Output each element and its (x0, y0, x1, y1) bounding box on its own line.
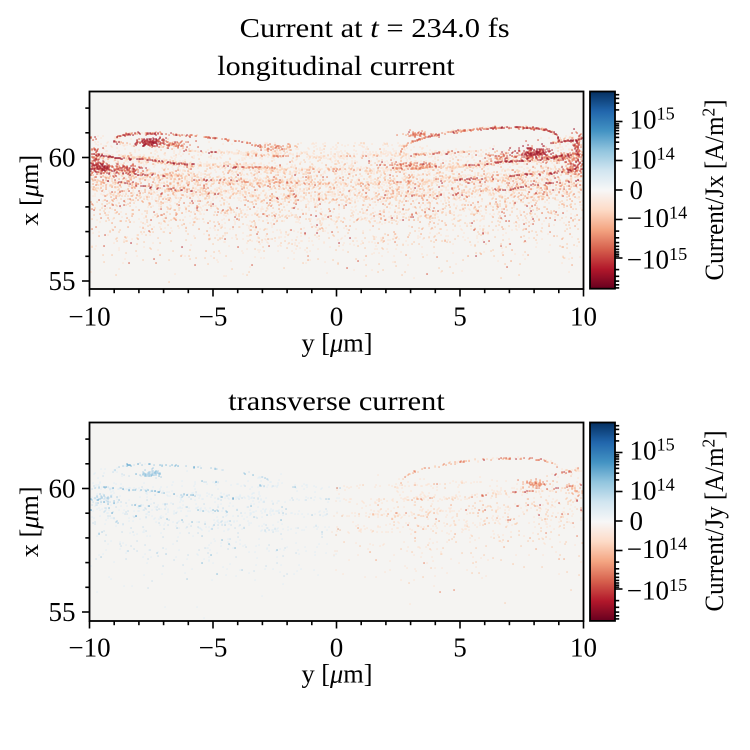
svg-text:10: 10 (570, 301, 597, 331)
svg-text:1015: 1015 (630, 104, 675, 135)
svg-text:longitudinal current: longitudinal current (217, 51, 455, 81)
svg-text:55: 55 (49, 597, 76, 627)
svg-text:−10: −10 (68, 632, 110, 662)
svg-text:60: 60 (49, 143, 76, 173)
svg-text:y [μm]: y [μm] (302, 329, 373, 358)
svg-text:−5: −5 (199, 632, 228, 662)
svg-text:x [μm]: x [μm] (15, 155, 44, 226)
svg-text:Current/Jx [A/m2]: Current/Jx [A/m2] (698, 100, 729, 281)
svg-text:1014: 1014 (630, 475, 675, 506)
svg-text:0: 0 (330, 301, 344, 331)
svg-text:0: 0 (630, 506, 644, 536)
svg-text:−1014: −1014 (627, 203, 687, 234)
svg-text:5: 5 (453, 301, 467, 331)
svg-text:55: 55 (49, 266, 76, 296)
svg-text:−1015: −1015 (627, 575, 687, 606)
svg-text:10: 10 (570, 632, 597, 662)
svg-text:y [μm]: y [μm] (302, 660, 373, 689)
svg-text:60: 60 (49, 474, 76, 504)
svg-text:x [μm]: x [μm] (15, 486, 44, 557)
svg-text:Current/Jy [A/m2]: Current/Jy [A/m2] (698, 431, 729, 612)
svg-text:5: 5 (453, 632, 467, 662)
svg-text:Current at t = 234.0 fs: Current at t = 234.0 fs (240, 12, 510, 43)
svg-text:0: 0 (330, 632, 344, 662)
svg-text:−5: −5 (199, 301, 228, 331)
svg-text:transverse current: transverse current (228, 386, 445, 416)
svg-text:−10: −10 (68, 301, 110, 331)
svg-text:0: 0 (630, 175, 644, 205)
